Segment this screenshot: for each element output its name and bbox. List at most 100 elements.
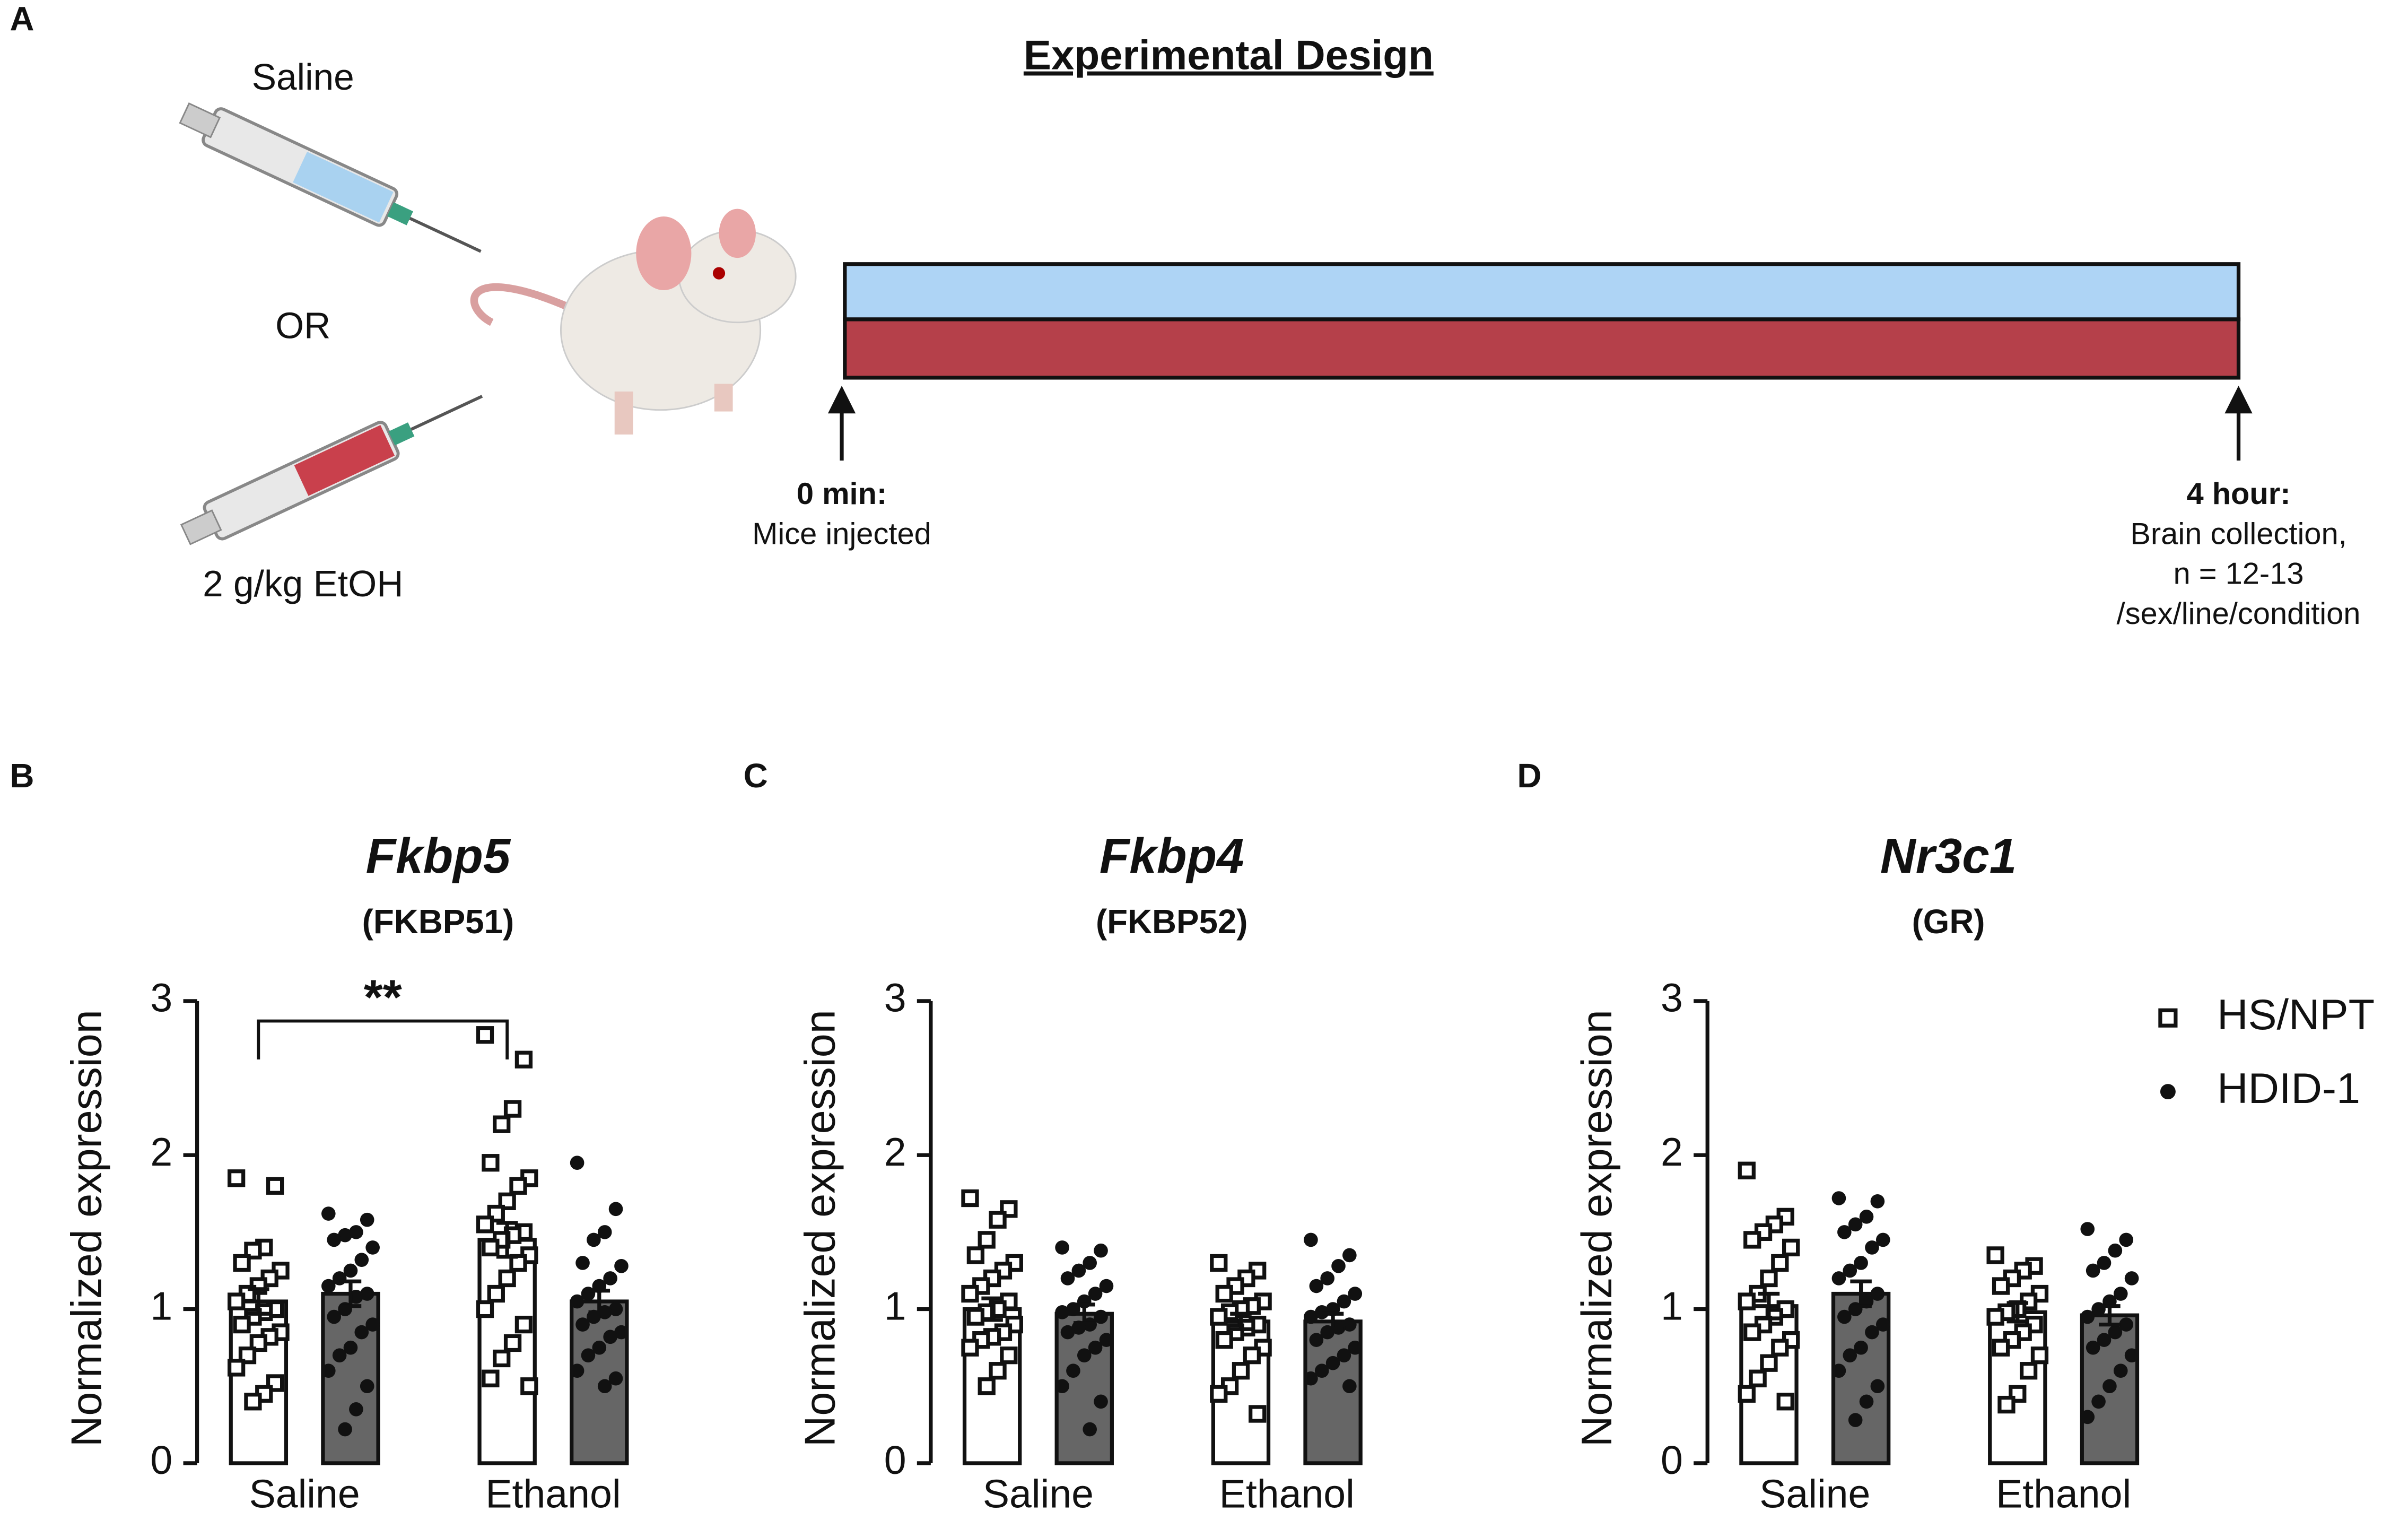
x-tick-label: Saline: [1759, 1471, 1870, 1516]
error-bar: [248, 1287, 269, 1316]
x-tick-label: Ethanol: [485, 1471, 621, 1516]
data-point: [2019, 1362, 2038, 1380]
data-point: [1831, 1191, 1846, 1205]
data-point: [321, 1363, 336, 1378]
data-point: [1215, 1284, 1233, 1303]
data-point: [1870, 1194, 1885, 1209]
start-text: Mice injected: [752, 517, 931, 551]
data-point: [1337, 1348, 1351, 1362]
data-point: [1760, 1354, 1778, 1372]
x-tick-label: Ethanol: [1219, 1471, 1355, 1516]
data-point: [1099, 1279, 1114, 1293]
data-point: [1055, 1240, 1069, 1255]
data-point: [961, 1339, 979, 1357]
error-bar: [339, 1279, 362, 1308]
y-tick-label: 3: [150, 976, 172, 1020]
data-point: [1837, 1225, 1852, 1239]
data-point: [1348, 1340, 1363, 1355]
data-point: [1304, 1309, 1318, 1324]
y-tick-label: 0: [150, 1438, 172, 1482]
y-tick-label: 2: [884, 1130, 906, 1174]
x-tick-label: Saline: [983, 1471, 1094, 1516]
data-point: [266, 1177, 284, 1195]
data-point: [349, 1225, 363, 1239]
data-point: [2086, 1263, 2100, 1278]
data-point: [1304, 1232, 1318, 1247]
data-point: [597, 1225, 612, 1239]
x-tick-label: Ethanol: [1996, 1471, 2131, 1516]
data-point: [503, 1100, 522, 1118]
data-point: [321, 1206, 336, 1221]
data-point: [1071, 1263, 1086, 1278]
data-point: [2091, 1394, 2106, 1409]
error-bar: [1074, 1302, 1095, 1325]
data-point: [476, 1215, 494, 1234]
chart-subtitle: (FKBP52): [1096, 903, 1247, 941]
data-point: [1843, 1348, 1857, 1362]
data-point: [360, 1379, 374, 1394]
data-point: [1854, 1340, 1868, 1355]
treatment-label: 2 g/kg EtOH: [203, 563, 403, 604]
data-point: [476, 1300, 494, 1318]
panel-label: C: [744, 757, 768, 795]
data-point: [1782, 1238, 1800, 1257]
data-point: [1771, 1254, 1789, 1272]
data-point: [1992, 1339, 2010, 1357]
data-point: [520, 1377, 538, 1395]
data-point: [1743, 1323, 1761, 1341]
y-tick-label: 0: [884, 1438, 906, 1482]
data-point: [1749, 1369, 1767, 1387]
data-point: [1776, 1393, 1794, 1411]
y-tick-label: 2: [150, 1130, 172, 1174]
data-point: [961, 1284, 979, 1303]
data-point: [354, 1325, 369, 1340]
data-point: [244, 1241, 262, 1260]
timeline-ethanol: [843, 317, 2241, 380]
error-bar: [1322, 1311, 1344, 1331]
data-point: [1320, 1271, 1334, 1286]
data-point: [476, 1026, 494, 1044]
design-title: Experimental Design: [1024, 32, 1434, 79]
y-tick-label: 3: [1661, 976, 1683, 1020]
y-tick-label: 1: [150, 1283, 172, 1328]
data-point: [608, 1302, 623, 1316]
data-point: [349, 1290, 363, 1304]
data-point: [966, 1308, 985, 1326]
y-axis-label: Normalized expression: [63, 1010, 110, 1447]
data-point: [989, 1362, 1007, 1380]
data-point: [570, 1363, 584, 1378]
y-axis-label: Normalized expression: [797, 1010, 844, 1447]
y-tick-label: 3: [884, 976, 906, 1020]
error-bar: [2006, 1301, 2029, 1324]
data-point: [1870, 1379, 1885, 1394]
treatment-label: OR: [275, 305, 330, 346]
data-point: [2108, 1325, 2123, 1340]
data-point: [603, 1330, 617, 1344]
data-point: [487, 1284, 505, 1303]
arrow: [827, 385, 2253, 461]
timeline-saline: [843, 262, 2241, 322]
data-point: [597, 1379, 612, 1394]
error-bar: [496, 1221, 518, 1259]
data-point: [360, 1212, 374, 1227]
panel-label: A: [10, 0, 34, 38]
data-point: [1088, 1340, 1103, 1355]
data-point: [978, 1377, 996, 1395]
data-point: [1848, 1413, 1863, 1427]
data-point: [1743, 1231, 1761, 1249]
data-point: [989, 1211, 1007, 1229]
chart-title: Fkbp4: [1100, 828, 1244, 883]
data-point: [2030, 1347, 2049, 1365]
data-point: [1854, 1256, 1868, 1270]
data-point: [493, 1115, 511, 1133]
data-point: [575, 1317, 590, 1332]
data-point: [1309, 1333, 1324, 1347]
end-label: 4 hour:: [2186, 477, 2290, 511]
data-point: [2124, 1271, 2139, 1286]
data-point: [2097, 1256, 2112, 1270]
legend-label: HDID-1: [2217, 1065, 2360, 1113]
data-point: [1348, 1287, 1363, 1301]
data-point: [1870, 1287, 1885, 1301]
data-point: [1249, 1405, 1267, 1423]
